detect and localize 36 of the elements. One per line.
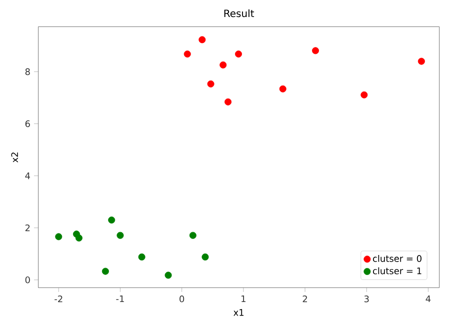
point xyxy=(360,91,368,98)
point xyxy=(138,253,146,260)
point xyxy=(108,216,116,224)
y-axis-title: x2 xyxy=(11,152,18,162)
legend-label: clutser = 0 xyxy=(372,254,422,262)
chart-title: Result xyxy=(224,9,254,18)
x-tick-label: -2 xyxy=(54,295,62,302)
x-tick-label: -1 xyxy=(116,295,124,302)
x-tick-label: 4 xyxy=(426,295,431,302)
point xyxy=(224,98,232,106)
x-tick-label: 2 xyxy=(302,295,307,302)
point xyxy=(102,268,109,275)
point xyxy=(164,272,172,279)
point xyxy=(116,232,124,239)
x-axis-title: x1 xyxy=(234,309,244,316)
point xyxy=(234,50,242,58)
point xyxy=(202,253,209,260)
legend-label: clutser = 1 xyxy=(372,267,422,274)
x-tick-label: 3 xyxy=(364,295,369,302)
point xyxy=(312,47,319,54)
point xyxy=(184,50,191,58)
point xyxy=(75,234,82,242)
point xyxy=(207,80,214,88)
point xyxy=(55,233,62,240)
y-tick-label: 4 xyxy=(25,172,30,180)
x-tick-label: 0 xyxy=(180,295,184,302)
x-tick-label: 1 xyxy=(242,295,246,302)
point xyxy=(220,61,227,68)
y-tick-label: 2 xyxy=(25,224,30,232)
y-tick-label: 8 xyxy=(25,68,30,76)
point xyxy=(418,58,425,65)
point xyxy=(198,36,206,44)
y-tick-label: 6 xyxy=(25,120,30,128)
y-tick-label: 0 xyxy=(25,276,30,284)
point xyxy=(189,232,196,239)
point xyxy=(279,85,286,92)
